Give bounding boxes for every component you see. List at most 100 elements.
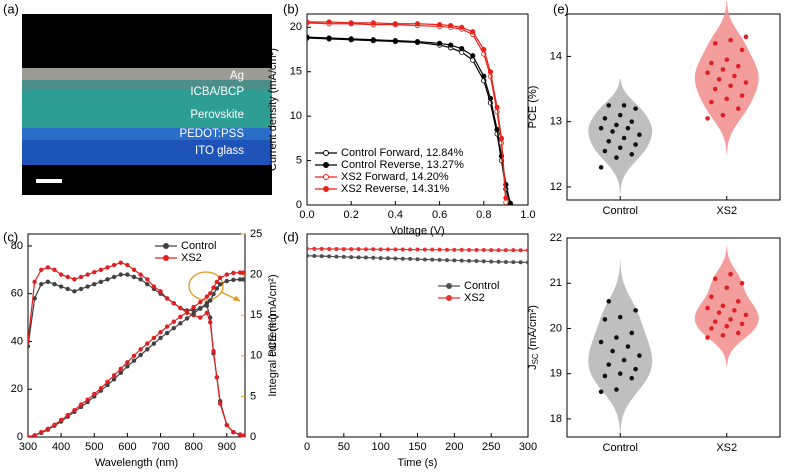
pedot-layer bbox=[22, 128, 272, 140]
data-point bbox=[511, 248, 516, 253]
ito-layer bbox=[22, 140, 272, 165]
data-point bbox=[363, 255, 368, 260]
y2-tick-label: 5 bbox=[250, 390, 256, 402]
data-point bbox=[138, 272, 143, 277]
x-axis-label: Voltage (V) bbox=[390, 225, 444, 237]
data-point bbox=[307, 19, 310, 25]
data-point bbox=[598, 125, 604, 131]
plot-frame bbox=[306, 233, 529, 438]
data-point bbox=[720, 303, 726, 309]
data-point bbox=[145, 341, 150, 346]
data-point bbox=[58, 272, 64, 277]
data-point bbox=[621, 135, 627, 141]
data-point bbox=[72, 277, 77, 282]
data-point bbox=[85, 272, 90, 277]
data-point bbox=[606, 299, 612, 304]
data-point bbox=[735, 106, 741, 111]
data-point bbox=[370, 20, 376, 26]
y-label-unit: (mA/cm²) bbox=[527, 305, 539, 350]
data-point bbox=[92, 391, 97, 397]
x-tick-label: 0 bbox=[304, 441, 310, 453]
data-point bbox=[224, 278, 229, 284]
data-point bbox=[151, 341, 157, 346]
data-point bbox=[606, 362, 612, 367]
data-point bbox=[138, 347, 143, 352]
data-point bbox=[211, 285, 216, 290]
data-point bbox=[408, 256, 413, 261]
data-point bbox=[334, 254, 339, 259]
data-point bbox=[164, 330, 170, 336]
data-point bbox=[105, 265, 110, 270]
data-point bbox=[598, 339, 604, 345]
data-point bbox=[208, 320, 213, 325]
legend-label: XS2 Reverse, 14.31% bbox=[341, 183, 449, 195]
data-point bbox=[496, 259, 501, 264]
data-point bbox=[400, 247, 405, 252]
plot-area bbox=[307, 19, 513, 205]
data-point bbox=[474, 247, 479, 252]
data-point bbox=[629, 152, 635, 157]
data-point bbox=[158, 289, 163, 294]
layer-label: ITO glass bbox=[195, 145, 244, 157]
data-point bbox=[709, 99, 714, 105]
data-point bbox=[392, 21, 398, 27]
data-point bbox=[728, 317, 733, 322]
data-point bbox=[208, 298, 213, 303]
y2-tick-label: 0 bbox=[250, 431, 256, 443]
x-tick-label: 400 bbox=[52, 441, 70, 453]
data-point bbox=[164, 324, 170, 329]
plot-frame bbox=[27, 233, 246, 438]
data-point bbox=[732, 308, 737, 313]
data-point bbox=[98, 279, 104, 284]
series-line bbox=[307, 37, 511, 205]
x-tick-label: 250 bbox=[482, 441, 500, 453]
layer-label: PEDOT:PSS bbox=[179, 128, 244, 140]
legend-label: Control Forward, 12.84% bbox=[341, 147, 463, 159]
x-tick-label: 300 bbox=[19, 441, 37, 453]
data-point bbox=[341, 254, 346, 259]
data-point bbox=[743, 34, 749, 40]
data-point bbox=[414, 21, 421, 27]
data-point bbox=[178, 321, 183, 326]
legend-label: Control bbox=[464, 280, 499, 292]
layer-label: Perovskite bbox=[190, 109, 244, 121]
data-point bbox=[45, 426, 51, 432]
data-point bbox=[705, 70, 710, 76]
data-point bbox=[712, 86, 718, 92]
data-point bbox=[614, 155, 619, 160]
data-point bbox=[494, 104, 500, 110]
x-tick-label: 200 bbox=[445, 441, 463, 453]
data-point bbox=[489, 259, 494, 264]
data-point bbox=[739, 321, 745, 327]
violin bbox=[588, 260, 653, 433]
legend-marker bbox=[323, 186, 329, 192]
data-point bbox=[709, 60, 714, 66]
data-point bbox=[606, 138, 612, 144]
data-point bbox=[98, 267, 104, 273]
data-point bbox=[241, 277, 245, 282]
data-point bbox=[349, 247, 354, 252]
data-point bbox=[503, 199, 509, 205]
data-point bbox=[459, 24, 465, 30]
data-point bbox=[728, 37, 733, 43]
x-tick-label: XS2 bbox=[716, 205, 737, 217]
y2-tick-label: 15 bbox=[250, 309, 262, 321]
data-point bbox=[65, 412, 70, 418]
legend-marker bbox=[323, 150, 329, 156]
data-point bbox=[716, 310, 722, 315]
data-point bbox=[105, 379, 110, 384]
data-point bbox=[444, 258, 449, 263]
data-point bbox=[739, 93, 745, 98]
panel-label: (e) bbox=[553, 1, 569, 16]
data-point bbox=[507, 200, 513, 205]
y-axis-label: JSC (mA/cm²) bbox=[527, 305, 540, 370]
data-point bbox=[720, 332, 726, 338]
data-point bbox=[164, 296, 170, 301]
layer-label: ICBA/BCP bbox=[190, 86, 244, 98]
arrow-head bbox=[233, 295, 240, 301]
x-tick-label: 0.4 bbox=[388, 209, 403, 221]
violin bbox=[694, 1, 759, 155]
data-point bbox=[111, 377, 117, 382]
data-point bbox=[743, 80, 749, 85]
data-point bbox=[39, 267, 44, 273]
